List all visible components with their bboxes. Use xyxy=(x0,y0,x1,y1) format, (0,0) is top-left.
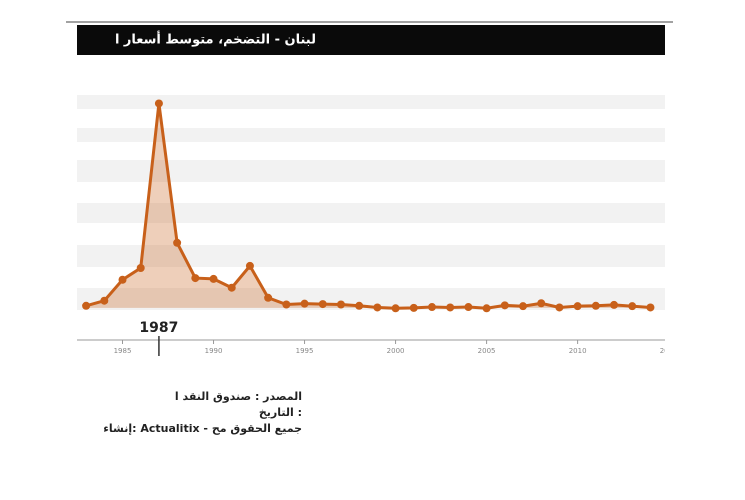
x-tick-label: 1995 xyxy=(296,347,314,355)
annotation-label: 1987 xyxy=(139,320,178,336)
area xyxy=(86,103,651,309)
point xyxy=(136,263,145,272)
x-tick-label: 2005 xyxy=(478,347,496,355)
point xyxy=(628,302,637,311)
point xyxy=(209,274,218,283)
title-bar xyxy=(77,25,665,55)
point xyxy=(191,274,200,283)
point xyxy=(264,293,273,302)
point xyxy=(336,300,345,309)
footer-line: التاريخ : xyxy=(259,406,302,419)
band xyxy=(77,245,665,267)
point xyxy=(82,301,91,310)
point xyxy=(100,296,109,305)
point xyxy=(355,301,364,310)
x-tick-label: 1985 xyxy=(114,347,132,355)
point xyxy=(500,301,509,310)
point xyxy=(318,300,327,309)
x-tick-label: 2000 xyxy=(387,347,405,355)
point xyxy=(464,303,473,312)
point xyxy=(227,283,236,292)
point xyxy=(300,299,309,308)
point xyxy=(245,261,254,270)
point xyxy=(446,303,455,312)
point xyxy=(427,303,436,312)
footer-line: المصدر : صندوق النقد ا xyxy=(175,390,302,403)
point xyxy=(282,300,291,309)
plot: لبنان - التضخم، متوسط أسعار ا 1985 1990 19… xyxy=(77,31,678,435)
point xyxy=(519,302,528,311)
point xyxy=(118,275,127,284)
x-tick-label: 2010 xyxy=(569,347,587,355)
x-tick-label: 1990 xyxy=(205,347,223,355)
band xyxy=(77,95,665,109)
point xyxy=(482,304,491,313)
point xyxy=(373,303,382,312)
band xyxy=(77,160,665,182)
point xyxy=(391,304,400,313)
point xyxy=(409,303,418,312)
chart-title: لبنان - التضخم، متوسط أسعار ا xyxy=(115,31,316,48)
band xyxy=(77,128,665,142)
point xyxy=(555,303,564,312)
point xyxy=(154,99,163,108)
point xyxy=(646,303,655,312)
footer-line: إنشاء: Actualitix - جميع الحقوق مح xyxy=(103,422,302,435)
point xyxy=(591,301,600,310)
point xyxy=(573,302,582,311)
point xyxy=(173,238,182,247)
point xyxy=(610,300,619,309)
x-tick-label: 2015 xyxy=(660,347,678,355)
point xyxy=(537,299,546,308)
band xyxy=(77,203,665,223)
